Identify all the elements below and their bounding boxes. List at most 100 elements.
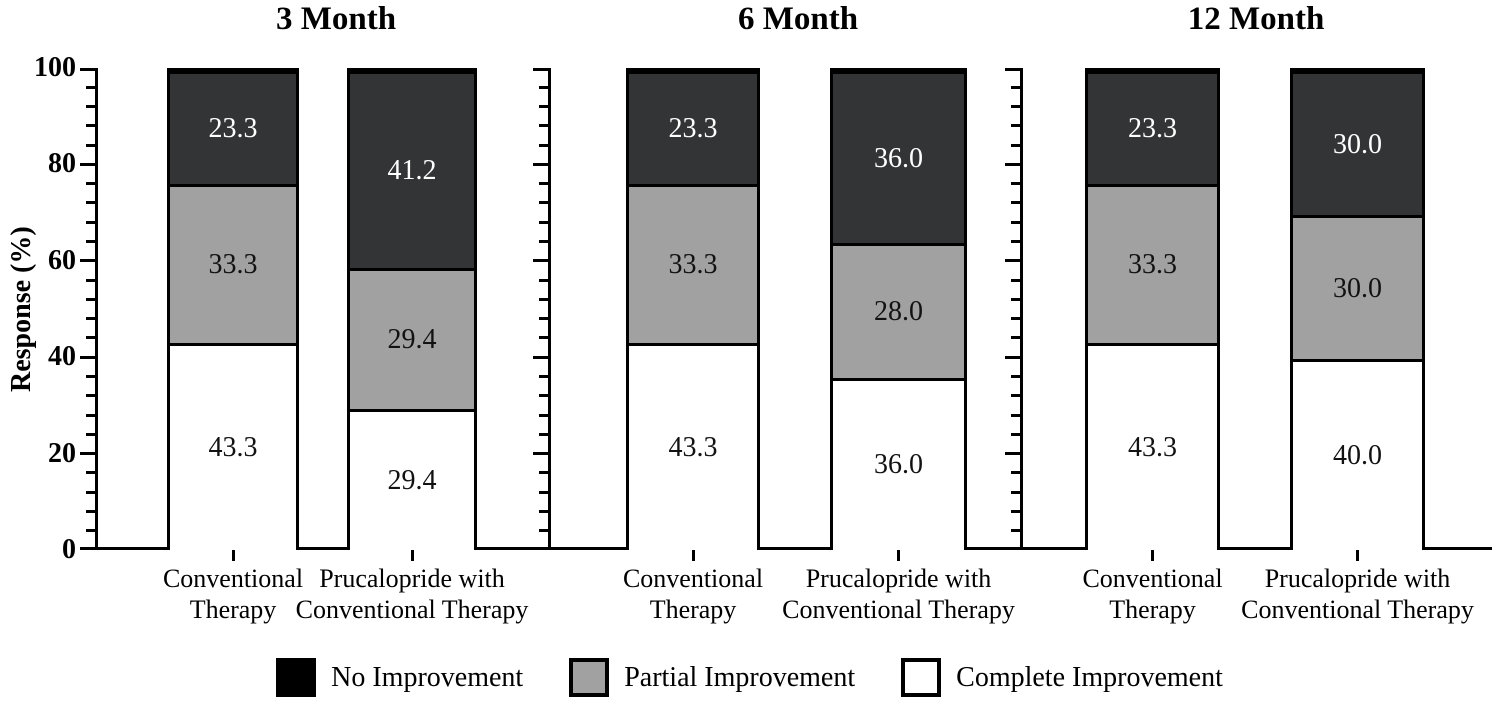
legend-item-partial-improvement: Partial Improvement	[569, 658, 855, 697]
y-axis-minor-tick	[1011, 143, 1020, 147]
bar-segment-partial-improvement: 29.4	[350, 267, 474, 409]
x-axis-tick	[691, 550, 695, 561]
y-axis-minor-tick	[1011, 124, 1020, 128]
bar-value-label: 30.0	[1333, 272, 1382, 304]
bar-segment-no-improvement: 23.3	[629, 74, 757, 184]
bar-12-month-conventional-therapy: 23.3 33.3 43.3	[1085, 68, 1220, 551]
x-category-label-line: Prucalopride with	[1264, 564, 1451, 593]
x-category-label-line: Conventional Therapy	[1241, 595, 1474, 624]
y-axis-minor-tick	[86, 374, 95, 378]
y-axis-minor-tick	[539, 201, 548, 205]
bar-value-label: 33.3	[668, 248, 718, 280]
y-axis-minor-tick	[86, 240, 95, 244]
x-category-label: Prucalopride with Conventional Therapy	[719, 563, 1079, 625]
y-axis-major-tick	[1005, 162, 1020, 166]
panel-title-12-month: 12 Month	[1187, 1, 1325, 37]
x-category-label: Conventional Therapy	[513, 563, 873, 625]
y-axis-major-tick	[1005, 452, 1020, 456]
y-axis-minor-tick	[539, 124, 548, 128]
y-axis-major-tick	[1005, 355, 1020, 359]
y-axis-minor-tick	[539, 317, 548, 321]
bar-value-label: 30.0	[1333, 128, 1382, 160]
y-axis-minor-tick	[1011, 432, 1020, 436]
legend-item-complete-improvement: Complete Improvement	[901, 658, 1223, 697]
y-axis-minor-tick	[1011, 240, 1020, 244]
legend-swatch-complete-improvement	[901, 658, 942, 697]
bar-value-label: 33.3	[1128, 248, 1177, 280]
y-axis-major-tick	[80, 162, 95, 166]
y-tick-label: 80	[48, 148, 76, 180]
bar-3-month-conventional-therapy: 23.3 33.3 43.3	[167, 68, 299, 551]
legend-swatch-no-improvement	[276, 658, 317, 697]
bar-value-label: 36.0	[874, 449, 923, 481]
y-axis-minor-tick	[86, 201, 95, 205]
y-axis-minor-tick	[539, 529, 548, 533]
bar-value-label: 36.0	[874, 142, 923, 174]
bar-6-month-prucalopride-with-conventional-therapy: 36.0 28.0 36.0	[830, 68, 967, 550]
x-axis-tick	[231, 550, 235, 561]
y-axis-minor-tick	[1011, 336, 1020, 340]
bar-segment-complete-improvement: 36.0	[833, 377, 964, 550]
y-axis-major-tick	[533, 68, 548, 71]
x-axis-tick	[410, 550, 414, 561]
y-axis-minor-tick	[1011, 490, 1020, 494]
y-axis-major-tick	[533, 162, 548, 166]
y-axis-minor-tick	[86, 143, 95, 147]
x-category-label-line: Therapy	[1109, 595, 1196, 624]
legend-item-no-improvement: No Improvement	[276, 658, 523, 697]
y-axis-major-tick	[1005, 259, 1020, 263]
bar-segment-partial-improvement: 28.0	[833, 243, 964, 378]
y-axis-minor-tick	[539, 105, 548, 109]
bar-12-month-prucalopride-with-conventional-therapy: 30.0 30.0 40.0	[1290, 68, 1425, 550]
x-axis-tick	[1356, 550, 1359, 561]
bar-value-label: 28.0	[874, 296, 923, 327]
bar-value-label: 41.2	[387, 154, 437, 186]
bar-segment-no-improvement: 30.0	[1293, 74, 1422, 215]
y-axis-minor-tick	[539, 143, 548, 147]
bar-segment-partial-improvement: 33.3	[170, 183, 296, 344]
y-axis-minor-tick	[86, 124, 95, 128]
y-axis-minor-tick	[86, 471, 95, 475]
bar-segment-partial-improvement: 33.3	[629, 183, 757, 344]
y-axis-minor-tick	[1011, 278, 1020, 282]
y-axis-spine	[548, 68, 551, 550]
y-axis-major-tick	[1005, 68, 1020, 71]
y-axis-major-tick	[80, 452, 95, 456]
panel-title-6-month: 6 Month	[737, 1, 859, 37]
bar-segment-complete-improvement: 29.4	[350, 408, 474, 551]
y-axis-major-tick	[533, 355, 548, 359]
x-category-label-line: Conventional	[622, 564, 764, 593]
legend: No Improvement Partial Improvement Compl…	[0, 658, 1499, 697]
x-axis-line	[95, 547, 1492, 550]
y-tick-label: 100	[34, 52, 76, 83]
bar-segment-no-improvement: 41.2	[350, 74, 474, 268]
bar-3-month-prucalopride-with-conventional-therapy: 41.2 29.4 29.4	[347, 68, 477, 551]
bar-value-label: 40.0	[1333, 440, 1382, 471]
y-axis-minor-tick	[1011, 317, 1020, 321]
y-axis-major-tick	[80, 68, 95, 71]
legend-label-no-improvement: No Improvement	[331, 661, 524, 693]
y-axis-minor-tick	[539, 471, 548, 475]
legend-swatch-partial-improvement	[569, 658, 610, 697]
bar-value-label: 23.3	[1128, 112, 1177, 144]
y-axis-spine	[1020, 68, 1023, 550]
bar-segment-complete-improvement: 43.3	[170, 343, 296, 551]
y-axis-minor-tick	[86, 336, 95, 340]
panel-title-3-month: 3 Month	[275, 1, 397, 37]
y-axis-minor-tick	[1011, 374, 1020, 378]
bar-segment-no-improvement: 23.3	[170, 74, 296, 184]
bar-value-label: 29.4	[387, 464, 437, 496]
y-axis-major-tick	[80, 355, 95, 359]
y-axis-major-tick	[80, 259, 95, 263]
y-axis-minor-tick	[539, 336, 548, 340]
y-axis-minor-tick	[539, 240, 548, 244]
y-axis-minor-tick	[539, 297, 548, 301]
x-category-label-line: Prucalopride with	[319, 564, 505, 593]
x-axis-tick	[1151, 550, 1154, 561]
y-axis-minor-tick	[539, 509, 548, 513]
x-category-label-line: Therapy	[649, 595, 737, 624]
legend-label-partial-improvement: Partial Improvement	[624, 661, 856, 693]
x-category-label-line: Conventional	[1082, 564, 1223, 593]
y-axis-minor-tick	[539, 85, 548, 89]
